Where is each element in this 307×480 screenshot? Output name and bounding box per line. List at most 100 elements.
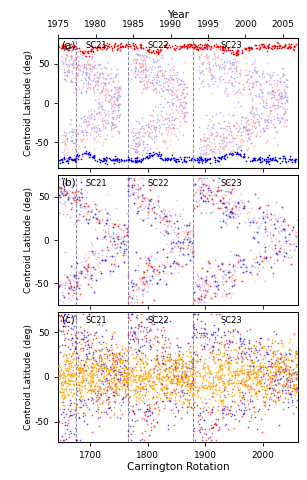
Point bbox=[282, 42, 287, 50]
Point bbox=[122, 156, 126, 164]
Point bbox=[136, 154, 141, 162]
Point bbox=[234, 264, 239, 271]
Point bbox=[201, 298, 206, 306]
Point bbox=[103, 221, 108, 229]
Point bbox=[134, 378, 138, 386]
Point bbox=[176, 211, 181, 218]
Point bbox=[248, 366, 253, 373]
Point bbox=[286, 375, 291, 383]
Point bbox=[150, 408, 155, 416]
Point bbox=[267, 71, 272, 79]
Point bbox=[97, 126, 102, 133]
Point bbox=[244, 267, 249, 275]
Point bbox=[125, 375, 130, 383]
Point bbox=[216, 386, 221, 394]
Point bbox=[126, 370, 131, 377]
Point bbox=[151, 148, 156, 156]
Point bbox=[294, 216, 299, 224]
Point bbox=[126, 314, 131, 322]
Point bbox=[123, 245, 128, 252]
Point bbox=[116, 155, 121, 163]
Point bbox=[220, 381, 225, 389]
Point bbox=[235, 49, 240, 57]
Point bbox=[63, 316, 68, 324]
Point bbox=[181, 204, 186, 212]
Point bbox=[261, 362, 266, 370]
Point bbox=[112, 252, 117, 259]
Point bbox=[85, 340, 90, 348]
Point bbox=[250, 376, 255, 384]
Point bbox=[144, 417, 149, 425]
Point bbox=[57, 193, 62, 201]
Point bbox=[141, 82, 146, 89]
Point bbox=[180, 238, 185, 245]
Point bbox=[76, 409, 81, 417]
Point bbox=[267, 112, 272, 120]
Point bbox=[152, 127, 157, 135]
Point bbox=[220, 43, 225, 50]
Point bbox=[168, 263, 173, 270]
Point bbox=[182, 111, 187, 119]
Point bbox=[111, 42, 116, 49]
Point bbox=[171, 259, 176, 267]
Point bbox=[182, 374, 187, 382]
Point bbox=[277, 244, 282, 252]
Point bbox=[227, 122, 231, 130]
Point bbox=[168, 377, 173, 385]
Point bbox=[76, 71, 81, 79]
Point bbox=[109, 124, 114, 132]
Point bbox=[76, 372, 81, 380]
Point bbox=[76, 274, 80, 282]
Point bbox=[194, 43, 199, 51]
Point bbox=[216, 186, 220, 194]
Point bbox=[126, 174, 131, 182]
Point bbox=[101, 389, 106, 396]
Point bbox=[160, 267, 165, 275]
Point bbox=[151, 209, 156, 216]
Point bbox=[84, 199, 89, 206]
Point bbox=[273, 235, 278, 243]
Point bbox=[290, 155, 295, 163]
Point bbox=[266, 115, 270, 123]
Point bbox=[69, 53, 74, 61]
Point bbox=[107, 156, 112, 163]
Point bbox=[200, 58, 205, 65]
Point bbox=[189, 40, 194, 48]
Point bbox=[171, 367, 176, 375]
Point bbox=[104, 256, 109, 264]
Point bbox=[76, 152, 81, 159]
Point bbox=[165, 114, 170, 122]
Point bbox=[225, 205, 230, 213]
Point bbox=[149, 221, 154, 229]
Point bbox=[294, 362, 299, 370]
Point bbox=[161, 231, 166, 239]
Point bbox=[198, 44, 203, 52]
Point bbox=[76, 64, 81, 72]
Point bbox=[130, 144, 135, 152]
Point bbox=[62, 377, 67, 385]
Point bbox=[156, 197, 161, 205]
Point bbox=[247, 367, 251, 374]
Point bbox=[240, 412, 245, 420]
Point bbox=[125, 153, 130, 161]
Point bbox=[170, 64, 175, 72]
Point bbox=[239, 131, 244, 139]
Point bbox=[204, 44, 209, 52]
Point bbox=[188, 382, 193, 389]
Point bbox=[82, 52, 87, 60]
Point bbox=[207, 44, 212, 52]
Point bbox=[262, 222, 267, 229]
Point bbox=[129, 407, 134, 414]
Point bbox=[269, 44, 274, 52]
Point bbox=[92, 381, 97, 389]
Point bbox=[98, 391, 103, 398]
Point bbox=[100, 256, 105, 264]
Point bbox=[242, 340, 247, 348]
Point bbox=[68, 78, 73, 86]
Point bbox=[231, 424, 236, 432]
Point bbox=[190, 390, 195, 398]
Point bbox=[217, 362, 222, 370]
Point bbox=[69, 263, 74, 270]
Point bbox=[116, 85, 121, 93]
Point bbox=[218, 62, 223, 70]
